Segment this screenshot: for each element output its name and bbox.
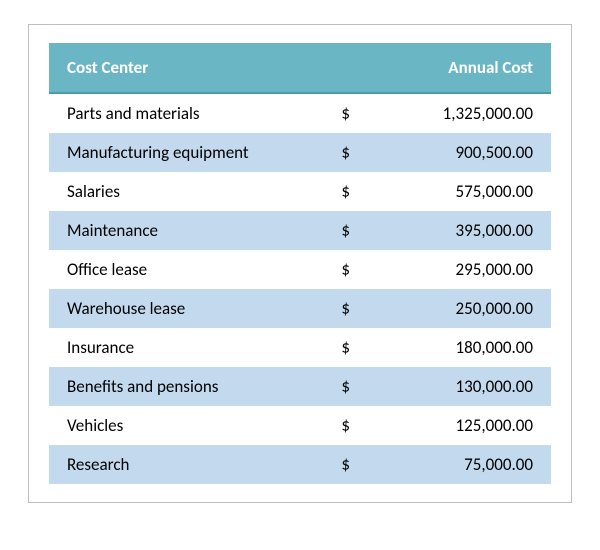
currency-symbol: $ <box>341 367 381 406</box>
currency-symbol: $ <box>341 93 381 133</box>
currency-symbol: $ <box>341 133 381 172</box>
cost-center-label: Benefits and pensions <box>49 367 341 406</box>
column-header-currency-gap <box>341 43 381 93</box>
cost-amount: 75,000.00 <box>381 445 551 484</box>
cost-center-label: Warehouse lease <box>49 289 341 328</box>
table-row: Maintenance $ 395,000.00 <box>49 211 551 250</box>
cost-amount: 125,000.00 <box>381 406 551 445</box>
table-row: Warehouse lease $ 250,000.00 <box>49 289 551 328</box>
cost-amount: 250,000.00 <box>381 289 551 328</box>
currency-symbol: $ <box>341 445 381 484</box>
table-row: Salaries $ 575,000.00 <box>49 172 551 211</box>
table-row: Vehicles $ 125,000.00 <box>49 406 551 445</box>
table-row: Insurance $ 180,000.00 <box>49 328 551 367</box>
cost-center-label: Vehicles <box>49 406 341 445</box>
cost-center-label: Office lease <box>49 250 341 289</box>
cost-table-container: Cost Center Annual Cost Parts and materi… <box>28 24 572 503</box>
currency-symbol: $ <box>341 250 381 289</box>
table-row: Parts and materials $ 1,325,000.00 <box>49 93 551 133</box>
table-row: Manufacturing equipment $ 900,500.00 <box>49 133 551 172</box>
column-header-annual-cost: Annual Cost <box>381 43 551 93</box>
table-row: Benefits and pensions $ 130,000.00 <box>49 367 551 406</box>
cost-center-label: Salaries <box>49 172 341 211</box>
column-header-cost-center: Cost Center <box>49 43 341 93</box>
currency-symbol: $ <box>341 172 381 211</box>
cost-center-label: Maintenance <box>49 211 341 250</box>
table-body: Parts and materials $ 1,325,000.00 Manuf… <box>49 93 551 484</box>
currency-symbol: $ <box>341 289 381 328</box>
table-row: Research $ 75,000.00 <box>49 445 551 484</box>
cost-amount: 180,000.00 <box>381 328 551 367</box>
cost-center-label: Insurance <box>49 328 341 367</box>
currency-symbol: $ <box>341 406 381 445</box>
cost-amount: 900,500.00 <box>381 133 551 172</box>
table-row: Office lease $ 295,000.00 <box>49 250 551 289</box>
cost-center-label: Manufacturing equipment <box>49 133 341 172</box>
currency-symbol: $ <box>341 328 381 367</box>
currency-symbol: $ <box>341 211 381 250</box>
cost-amount: 1,325,000.00 <box>381 93 551 133</box>
cost-amount: 395,000.00 <box>381 211 551 250</box>
cost-amount: 295,000.00 <box>381 250 551 289</box>
cost-center-label: Parts and materials <box>49 93 341 133</box>
cost-center-label: Research <box>49 445 341 484</box>
cost-table: Cost Center Annual Cost Parts and materi… <box>49 43 551 484</box>
cost-amount: 130,000.00 <box>381 367 551 406</box>
cost-amount: 575,000.00 <box>381 172 551 211</box>
table-header-row: Cost Center Annual Cost <box>49 43 551 93</box>
